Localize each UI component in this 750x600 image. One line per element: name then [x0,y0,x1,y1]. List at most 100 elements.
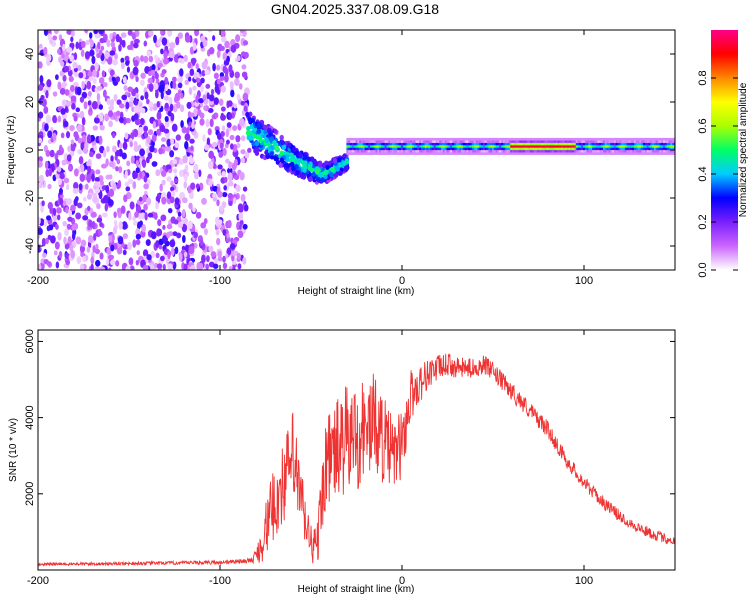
spectrogram-cell [92,77,97,85]
spectrogram-cell [95,117,100,124]
spectrogram-cell [94,266,101,270]
spectrogram-cell [619,137,622,141]
spectrogram-cell [408,145,411,148]
spectrogram-cell [108,267,112,270]
spectrogram-cell [506,142,509,146]
spectrogram-cell [56,48,61,55]
spectrogram-cell [415,137,418,141]
spectrogram-cell [475,145,478,148]
spectrogram-cell [204,144,210,151]
spectrogram-cell [643,140,646,143]
spectrogram-cell [172,80,177,90]
spectrogram-cell [488,142,491,146]
spectrogram-cell [156,38,161,47]
spectrogram-cell [102,195,109,204]
spectrogram-cell [219,30,226,37]
spectrogram-cell [462,145,466,148]
spectrogram-cell [617,149,620,153]
spectrogram-cell [52,174,57,182]
spectrogram-cell [195,183,200,190]
spectrogram-cell [106,247,112,256]
spectrogram-cell [664,137,668,141]
spectrogram-cell [52,35,58,41]
spectrogram-cell [422,147,426,151]
spectrogram-cell [216,199,220,207]
spectrogram-cell [468,137,471,141]
spectrogram-cell [566,137,569,141]
spectrogram-cell [535,142,538,146]
y-tick-label: 20 [24,96,36,108]
spectrogram-cell [428,142,431,146]
spectrogram-cell [128,212,132,221]
spectrogram-cell [65,100,72,107]
spectrogram-cell [451,137,455,141]
spectrogram-cell [138,106,143,114]
spectrogram-cell [94,248,101,255]
spectrogram-cell [470,142,473,146]
spectrogram-cell [373,140,376,143]
spectrogram-cell [313,160,319,167]
spectrogram-cell [181,126,187,134]
spectrogram-cell [517,140,520,143]
spectrogram-cell [481,147,484,151]
spectrogram-cell [584,147,588,151]
spectrogram-cell [573,137,577,141]
spectrogram-cell [657,152,660,155]
spectrogram-cell [274,145,280,151]
spectrogram-cell [97,41,101,50]
spectrogram-cell [324,160,329,166]
spectrogram-cell [170,180,174,186]
spectrogram-cell [72,188,79,194]
spectrogram-cell [450,137,453,141]
spectrogram-cell [573,152,577,155]
spectrogram-cell [439,145,442,148]
spectrogram-cell [125,101,130,110]
spectrogram-cell [653,147,657,151]
spectrogram-cell [41,200,45,207]
spectrogram-cell [90,39,94,48]
spectrogram-cell [597,142,600,146]
spectrogram-cell [91,173,95,182]
spectrogram-cell [193,231,198,239]
spectrogram-cell [521,140,524,143]
spectrogram-cell [395,145,398,148]
spectrogram-cell [555,140,558,143]
spectrogram-cell [539,137,542,141]
spectrogram-cell [203,228,208,236]
spectrogram-cell [566,149,569,153]
spectrogram-cell [482,147,486,151]
spectrogram-cell [546,152,549,155]
spectrogram-cell [441,137,444,141]
spectrogram-cell [202,134,206,142]
spectrogram-cell [604,137,608,141]
spectrogram-cell [421,142,424,146]
spectrogram-cell [391,152,395,155]
spectrogram-cell [415,152,418,155]
spectrogram-cell [488,149,491,153]
spectrogram-cell [603,149,606,153]
spectrogram-cell [624,142,628,146]
spectrogram-cell [550,149,553,153]
spectrogram-cell [63,236,67,245]
spectrogram-cell [183,217,188,225]
spectrogram-cell [370,145,373,148]
spectrogram-cell [548,145,551,148]
spectrogram-cell [360,140,364,143]
spectrogram-cell [221,191,228,198]
spectrogram-cell [668,140,671,143]
spectrogram-cell [655,152,658,155]
spectrogram-cell [99,221,103,228]
spectrogram-cell [192,42,197,51]
spectrogram-cell [98,30,104,35]
spectrogram-cell [67,145,71,152]
spectrogram-cell [401,147,404,151]
spectrogram-cell [174,246,179,255]
spectrogram-cell [156,100,160,108]
spectrogram-cell [166,231,171,239]
spectrogram-cell [475,140,478,143]
spectrogram-cell [404,142,407,146]
spectrogram-cell [371,149,375,153]
spectrogram-cell [136,250,140,256]
spectrogram-cell [477,137,480,141]
spectrogram-cell [606,145,609,148]
